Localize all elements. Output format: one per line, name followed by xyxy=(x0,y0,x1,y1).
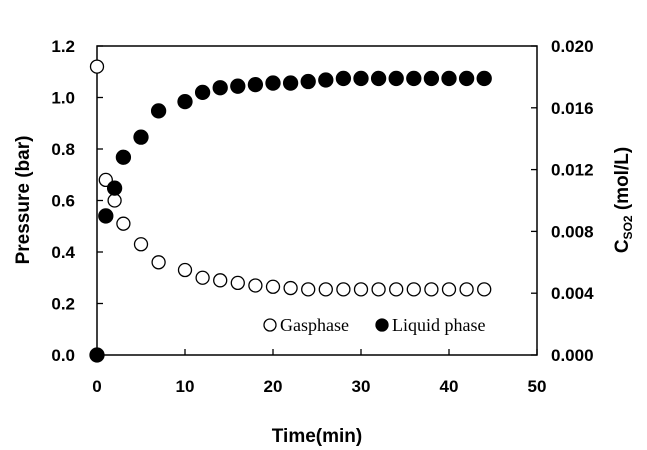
point-liquid-phase xyxy=(370,70,387,87)
point-liquid-phase xyxy=(441,70,457,87)
legend: Gasphase Liquid phase xyxy=(263,315,485,335)
point-liquid-phase xyxy=(106,180,123,196)
point-gasphase xyxy=(133,237,149,252)
point-liquid-phase xyxy=(388,70,404,87)
point-gasphase xyxy=(477,282,492,297)
point-gasphase xyxy=(283,280,298,296)
point-liquid-phase xyxy=(247,76,264,93)
point-liquid-phase xyxy=(150,103,167,119)
point-gasphase xyxy=(248,278,263,293)
y2-axis-title: CSO2 (mol/L) xyxy=(612,147,635,253)
x-tick-label: 50 xyxy=(528,377,547,396)
point-gasphase xyxy=(213,273,228,288)
point-liquid-phase xyxy=(282,75,299,91)
point-liquid-phase xyxy=(423,70,440,87)
point-liquid-phase xyxy=(406,70,422,87)
y-tick-label: 0.4 xyxy=(51,243,75,262)
point-gasphase xyxy=(441,282,457,297)
point-gasphase xyxy=(424,282,439,297)
plot-frame xyxy=(96,45,538,356)
point-gasphase xyxy=(371,282,386,297)
y2-tick-label: 0.000 xyxy=(551,346,594,365)
point-liquid-phase xyxy=(476,70,492,87)
y-axis-title: Pressure (bar) xyxy=(13,136,34,265)
point-gasphase xyxy=(265,279,281,294)
point-gasphase xyxy=(230,275,245,291)
point-liquid-phase xyxy=(230,78,246,94)
point-liquid-phase xyxy=(353,70,369,87)
point-gasphase xyxy=(89,59,105,74)
y2-tick-label: 0.008 xyxy=(551,222,594,241)
y2-tick-label: 0.004 xyxy=(551,284,594,303)
y-tick-label: 1.2 xyxy=(51,37,75,56)
point-gasphase xyxy=(107,193,122,208)
y2-tick-label: 0.020 xyxy=(551,37,594,56)
y2-axis-title-unit: (mol/L) xyxy=(612,147,633,216)
legend-label-liquid-phase: Liquid phase xyxy=(392,315,485,335)
x-tick-label: 0 xyxy=(92,377,101,396)
point-gasphase xyxy=(336,282,351,297)
point-gasphase xyxy=(406,282,421,297)
y2-tick-label: 0.012 xyxy=(551,161,594,180)
y-tick-label: 1.0 xyxy=(51,89,75,108)
y-tick-label: 0.8 xyxy=(51,140,75,159)
legend-label-gasphase: Gasphase xyxy=(280,315,349,335)
x-axis-title: Time(min) xyxy=(272,426,362,447)
point-liquid-phase xyxy=(265,75,281,91)
y-tick-label: 0.6 xyxy=(51,192,75,211)
point-liquid-phase xyxy=(89,347,105,363)
y2-axis-title-main: C xyxy=(612,239,633,253)
point-liquid-phase xyxy=(177,93,193,110)
point-gasphase xyxy=(389,282,404,297)
legend-marker-gasphase xyxy=(263,318,277,332)
point-gasphase xyxy=(301,282,316,297)
point-liquid-phase xyxy=(194,84,211,100)
point-gasphase xyxy=(116,216,131,231)
point-gasphase xyxy=(353,282,369,297)
x-tick-label: 30 xyxy=(352,377,371,396)
point-liquid-phase xyxy=(133,129,149,145)
point-liquid-phase xyxy=(212,80,228,96)
point-gasphase xyxy=(459,282,474,297)
point-gasphase xyxy=(177,262,193,278)
point-liquid-phase xyxy=(458,70,475,87)
point-liquid-phase xyxy=(98,208,114,224)
point-gasphase xyxy=(151,255,166,270)
point-liquid-phase xyxy=(318,72,334,88)
y-tick-label: 0.0 xyxy=(51,346,75,365)
point-liquid-phase xyxy=(115,149,132,165)
point-gasphase xyxy=(318,282,333,297)
point-gasphase xyxy=(195,270,210,285)
y-tick-label: 0.2 xyxy=(51,295,75,314)
x-tick-label: 10 xyxy=(176,377,195,396)
point-liquid-phase xyxy=(300,73,316,90)
legend-marker-liquid-phase xyxy=(375,318,389,332)
y2-axis-title-sub: SO2 xyxy=(621,215,635,239)
x-tick-label: 20 xyxy=(264,377,283,396)
x-tick-label: 40 xyxy=(440,377,459,396)
y2-tick-label: 0.016 xyxy=(551,99,594,118)
point-liquid-phase xyxy=(335,70,352,87)
